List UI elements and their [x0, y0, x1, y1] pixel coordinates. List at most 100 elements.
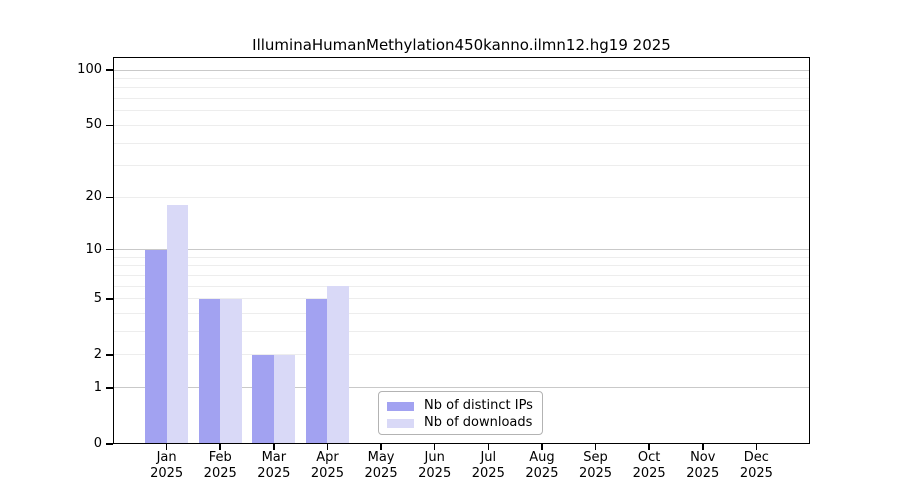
x-tick-label: Jun 2025 [395, 450, 475, 481]
legend-label-downloads: Nb of downloads [424, 415, 533, 430]
y-gridline-minor [113, 256, 810, 258]
x-tick-month: Nov [690, 450, 716, 465]
legend-swatch-distinct-ips-icon [387, 401, 414, 411]
x-tick-label: Apr 2025 [287, 450, 367, 481]
x-tick-year: 2025 [203, 465, 237, 481]
x-tick-year: 2025 [150, 465, 184, 481]
y-tick-label: 2 [93, 346, 102, 362]
legend: Nb of distinct IPs Nb of downloads [378, 391, 543, 435]
y-gridline-minor [113, 110, 810, 112]
x-tick-month: Aug [529, 450, 555, 465]
plot-area: Nb of distinct IPs Nb of downloads [113, 57, 810, 444]
y-tick-label: 20 [85, 189, 102, 205]
x-tick-mark [702, 444, 704, 450]
x-tick-mark [326, 444, 329, 450]
y-tick-mark [106, 196, 113, 199]
bar-downloads [327, 286, 349, 444]
x-tick-year: 2025 [364, 465, 398, 481]
x-tick-month: Oct [637, 450, 661, 465]
x-tick-month: Sep [583, 450, 608, 465]
x-tick-label: Aug 2025 [502, 450, 582, 481]
chart-title: IlluminaHumanMethylation450kanno.ilmn12.… [252, 36, 671, 54]
y-gridline-minor [113, 265, 810, 267]
bar-downloads [220, 298, 242, 444]
x-tick-label: Mar 2025 [234, 450, 314, 481]
x-tick-month: Feb [208, 450, 232, 465]
y-tick-label: 1 [93, 379, 102, 395]
y-gridline-major [113, 69, 810, 71]
bar-distinct-ips [306, 298, 328, 444]
x-tick-label: Nov 2025 [663, 450, 743, 481]
legend-entry-distinct-ips: Nb of distinct IPs [387, 398, 542, 414]
y-gridline-minor [113, 142, 810, 144]
y-gridline-minor [113, 331, 810, 333]
x-tick-mark [755, 444, 758, 450]
y-tick-mark [106, 124, 113, 127]
y-gridline-minor [113, 77, 810, 79]
y-gridline-minor [113, 196, 810, 198]
bar-distinct-ips [252, 354, 274, 444]
x-tick-mark [219, 444, 221, 450]
x-tick-year: 2025 [418, 465, 452, 481]
x-tick-mark [380, 444, 382, 450]
x-tick-month: Jun [424, 450, 445, 465]
y-gridline-minor [113, 124, 810, 126]
y-tick-label: 100 [77, 62, 102, 77]
legend-swatch-downloads-icon [387, 418, 414, 428]
x-tick-mark [594, 444, 597, 450]
x-tick-year: 2025 [525, 465, 559, 481]
x-tick-year: 2025 [578, 465, 613, 481]
y-gridline-major [113, 249, 810, 251]
y-tick-mark [106, 387, 113, 389]
x-tick-label: Feb 2025 [180, 450, 260, 481]
y-tick-label: 0 [93, 436, 102, 451]
x-tick-month: Mar [261, 450, 287, 465]
x-tick-label: Sep 2025 [556, 450, 636, 481]
x-tick-month: May [367, 450, 395, 465]
x-tick-label: Oct 2025 [609, 450, 689, 481]
x-tick-label: May 2025 [341, 450, 421, 481]
x-tick-month: Jul [480, 450, 497, 465]
x-tick-mark [165, 444, 168, 450]
x-tick-label: Jul 2025 [448, 450, 528, 481]
y-gridline-minor [113, 298, 810, 300]
x-tick-year: 2025 [310, 465, 344, 481]
y-tick-mark [106, 298, 113, 300]
y-tick-mark [106, 354, 113, 356]
bar-distinct-ips [198, 298, 221, 444]
x-tick-mark [273, 444, 275, 450]
bar-downloads [273, 354, 296, 444]
x-tick-month: Jan [156, 450, 177, 465]
x-tick-year: 2025 [632, 465, 666, 481]
bar-distinct-ips [145, 249, 167, 444]
legend-entry-downloads: Nb of downloads [387, 415, 542, 431]
x-tick-mark [487, 444, 490, 450]
legend-label-distinct-ips: Nb of distinct IPs [424, 398, 533, 413]
x-tick-label: Dec 2025 [716, 450, 796, 481]
y-gridline-major [113, 387, 810, 389]
y-gridline-minor [113, 285, 810, 287]
x-tick-label: Jan 2025 [127, 450, 207, 481]
y-gridline-minor [113, 354, 810, 356]
y-tick-label: 5 [93, 290, 102, 306]
bar-downloads [166, 205, 189, 444]
x-tick-year: 2025 [686, 465, 720, 481]
y-tick-mark [106, 69, 113, 71]
y-gridline-minor [113, 165, 810, 167]
y-gridline-minor [113, 274, 810, 276]
y-gridline-minor [113, 87, 810, 89]
x-tick-year: 2025 [471, 465, 505, 481]
y-tick-label: 10 [85, 241, 102, 257]
y-tick-label: 50 [85, 117, 102, 133]
y-tick-mark [106, 248, 113, 251]
x-tick-month: Apr [316, 450, 339, 465]
x-tick-mark [541, 444, 543, 450]
y-tick-mark [106, 443, 113, 445]
x-tick-mark [648, 444, 650, 450]
x-tick-mark [433, 444, 436, 450]
y-gridline-minor [113, 98, 810, 100]
x-tick-month: Dec [743, 450, 769, 465]
x-tick-year: 2025 [739, 465, 773, 481]
x-tick-year: 2025 [257, 465, 291, 481]
